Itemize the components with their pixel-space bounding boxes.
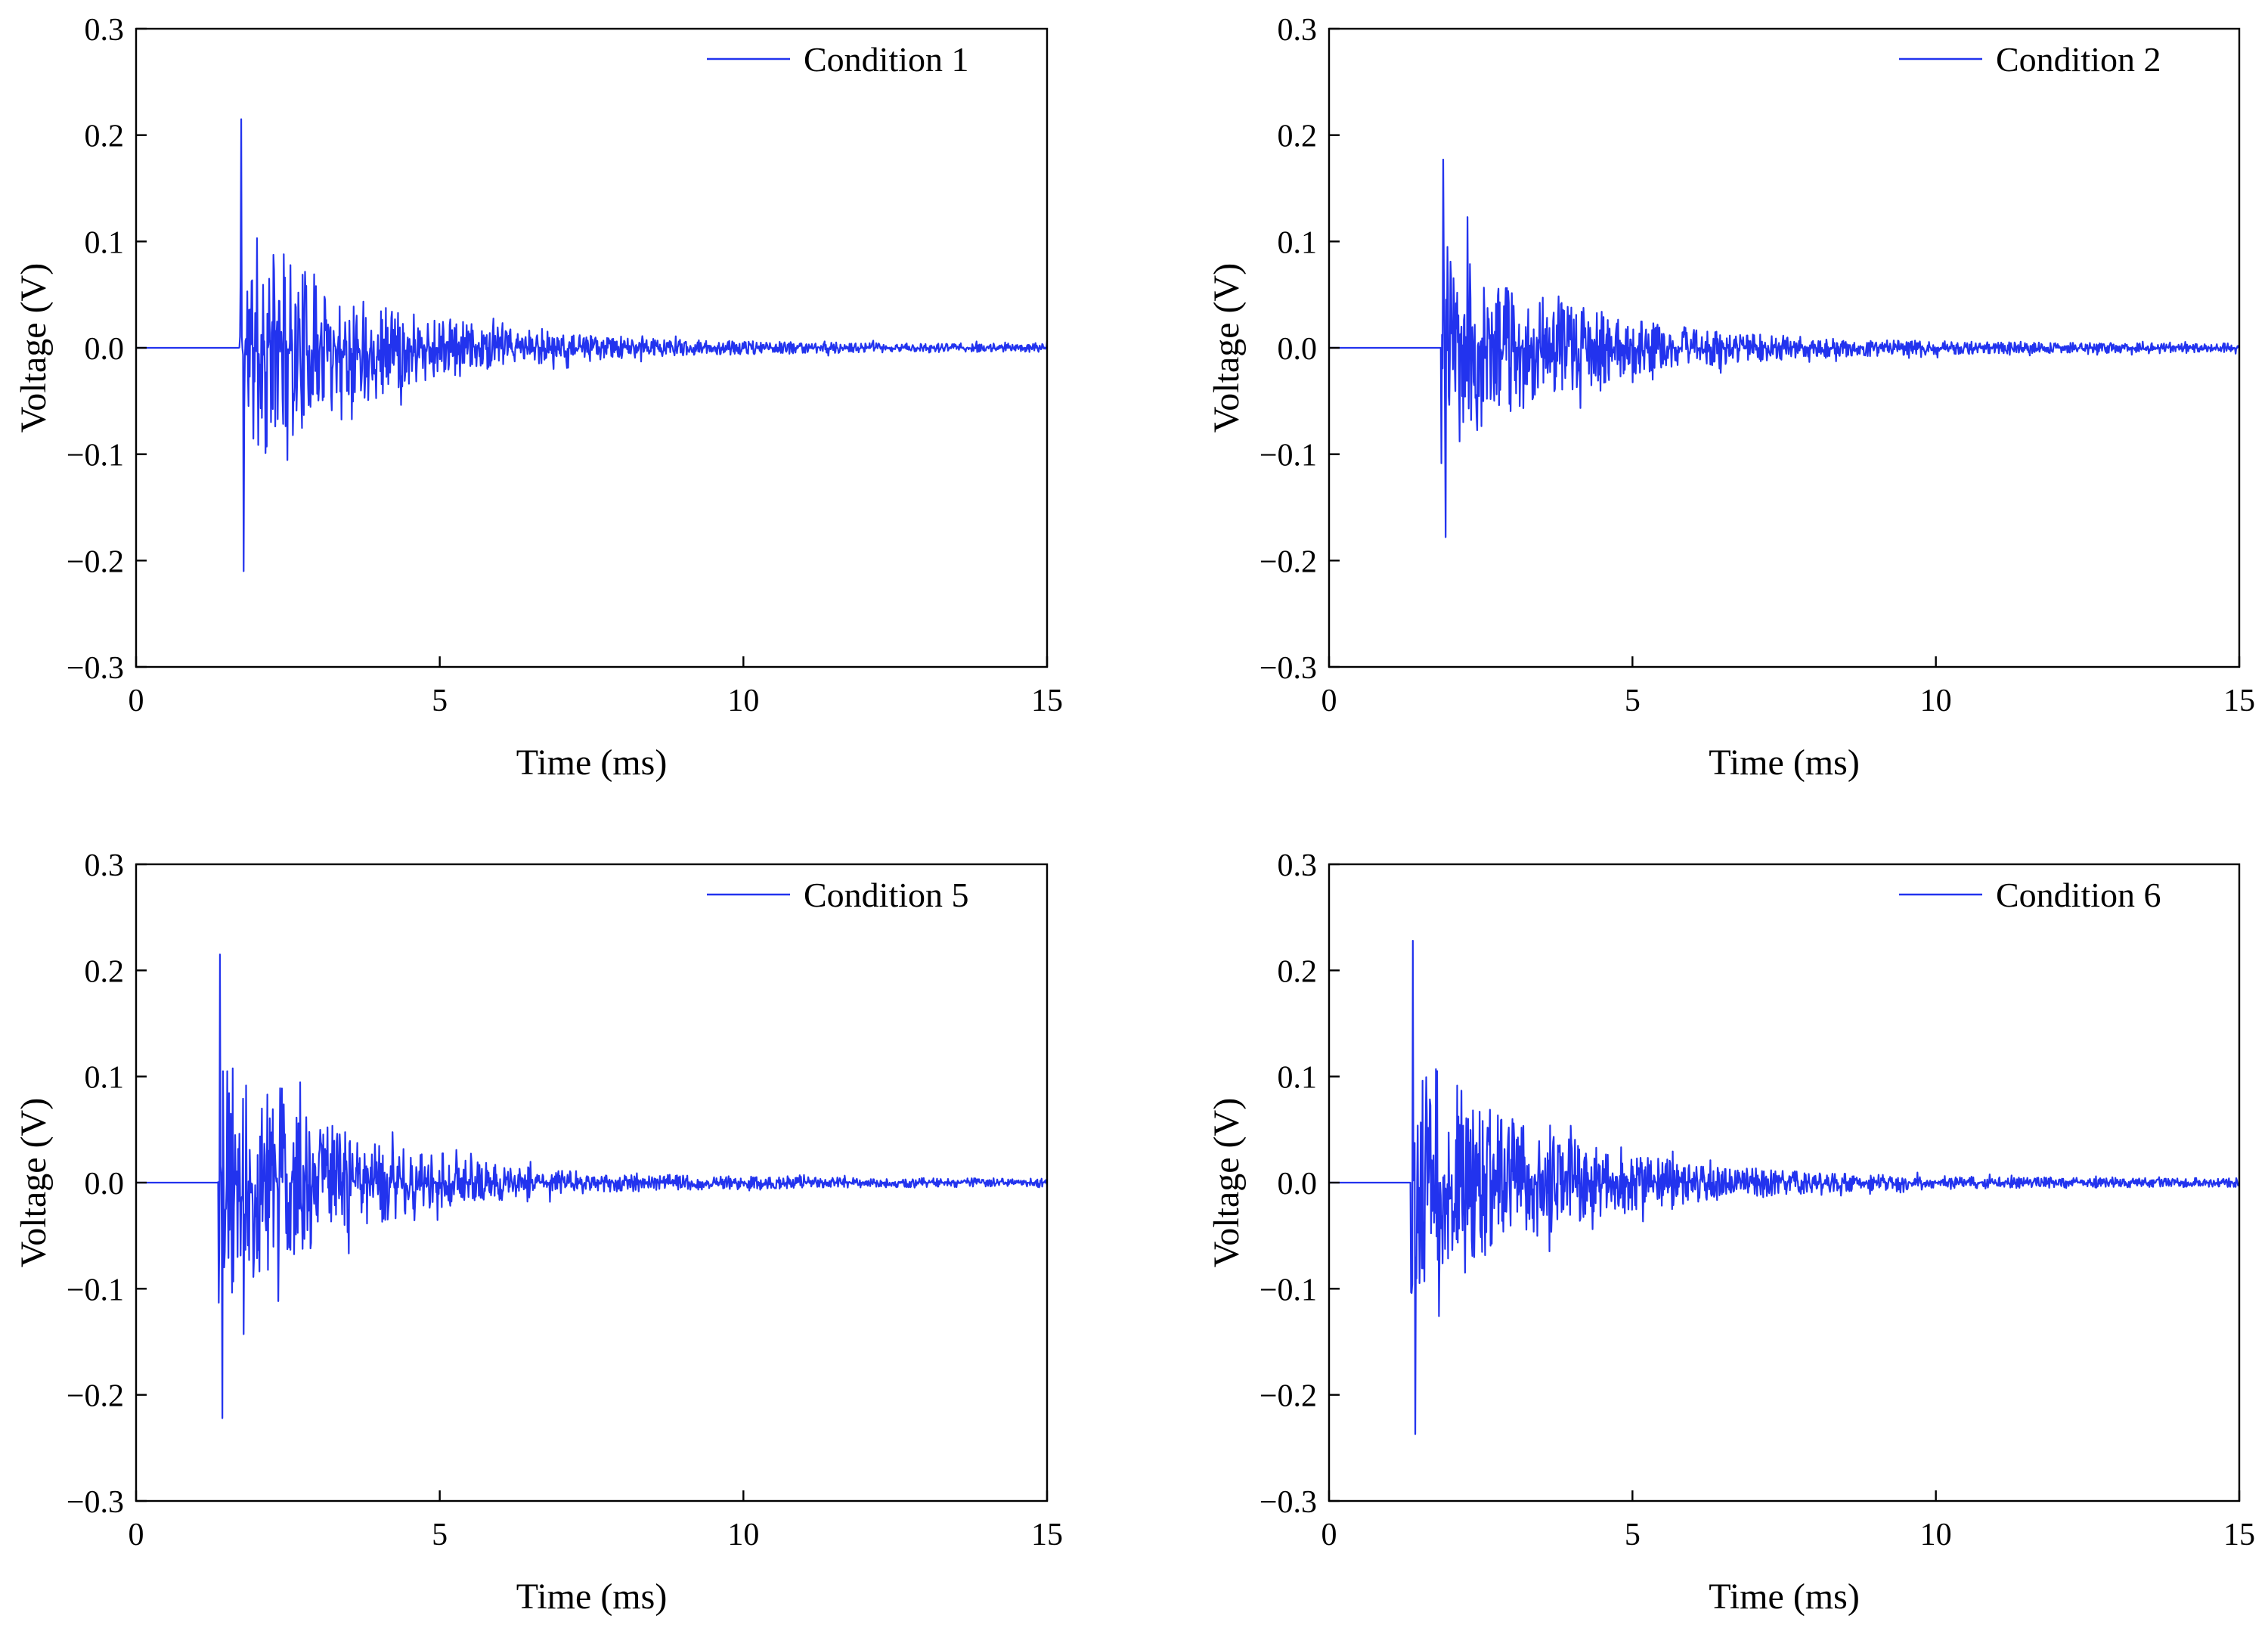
y-tick-label: 0.2 xyxy=(85,119,125,154)
y-tick-label: 0.2 xyxy=(1278,954,1318,989)
y-tick-label: −0.3 xyxy=(1259,651,1317,686)
x-axis-title: Time (ms) xyxy=(516,743,668,783)
y-tick-label: −0.3 xyxy=(1259,1485,1317,1520)
y-tick-label: 0.2 xyxy=(1278,119,1318,154)
y-tick-label: 0.1 xyxy=(85,225,125,260)
chart-panel-3: 0 5 10 15 −0.3 −0.2 −0.1 0.0 0.1 0.2 0.3 Time (ms) V… xyxy=(14,848,1063,1617)
y-tick-label: −0.2 xyxy=(67,1379,124,1414)
y-tick-label: −0.1 xyxy=(67,1273,124,1307)
y-tick-label: −0.2 xyxy=(1259,544,1317,579)
y-tick-label: −0.2 xyxy=(1259,1379,1317,1414)
x-tick-label: 5 xyxy=(1625,684,1641,718)
y-tick-label: −0.3 xyxy=(67,1485,124,1520)
x-tick-label: 15 xyxy=(2223,684,2255,718)
y-tick-label: 0.3 xyxy=(1278,848,1318,883)
legend-label: Condition 5 xyxy=(804,876,969,914)
x-tick-label: 15 xyxy=(2223,1518,2255,1552)
x-tick-label: 15 xyxy=(1031,684,1063,718)
x-axis-title: Time (ms) xyxy=(1709,1577,1860,1617)
y-axis-title: Voltage (V) xyxy=(14,1098,54,1267)
signal-line-2 xyxy=(1328,158,2241,538)
x-axis-title: Time (ms) xyxy=(516,1577,668,1617)
y-tick-label: 0.1 xyxy=(1278,1061,1318,1096)
y-tick-label: −0.1 xyxy=(67,439,124,473)
chart-panel-2: 0 5 10 15 −0.3 −0.2 −0.1 0.0 0.1 0.2 0.3 Time (ms) V… xyxy=(1207,13,2255,783)
signal-line-1 xyxy=(135,118,1049,572)
y-tick-label: −0.1 xyxy=(1259,439,1317,473)
x-tick-label: 10 xyxy=(727,684,759,718)
chart-panel-1: 0 5 10 15 −0.3 −0.2 −0.1 0.0 0.1 0.2 0.3 Time (ms) V… xyxy=(14,13,1063,783)
y-tick-label: 0.1 xyxy=(85,1061,125,1096)
x-tick-label: 0 xyxy=(1321,1518,1337,1552)
x-tick-label: 10 xyxy=(1920,1518,1952,1552)
x-tick-label: 10 xyxy=(1920,684,1952,718)
y-axis-title: Voltage (V) xyxy=(14,263,54,433)
x-tick-label: 0 xyxy=(129,1518,144,1552)
chart-panel-4: 0 5 10 15 −0.3 −0.2 −0.1 0.0 0.1 0.2 0.3 Time (ms) V… xyxy=(1207,848,2255,1617)
y-tick-label: 0.3 xyxy=(1278,13,1318,48)
x-tick-label: 15 xyxy=(1031,1518,1063,1552)
y-tick-label: 0.0 xyxy=(85,1167,125,1202)
y-tick-label: 0.0 xyxy=(1278,1167,1318,1202)
y-axis-title: Voltage (V) xyxy=(1207,263,1247,433)
x-tick-label: 0 xyxy=(1321,684,1337,718)
y-tick-label: −0.1 xyxy=(1259,1273,1317,1307)
legend-label: Condition 2 xyxy=(1996,40,2161,79)
y-tick-label: −0.3 xyxy=(67,651,124,686)
y-tick-label: 0.2 xyxy=(85,954,125,989)
x-tick-label: 0 xyxy=(129,684,144,718)
y-tick-label: 0.1 xyxy=(1278,225,1318,260)
signal-line-3 xyxy=(135,954,1049,1419)
x-axis-title: Time (ms) xyxy=(1709,743,1860,783)
x-tick-label: 5 xyxy=(432,684,448,718)
signal-line-4 xyxy=(1328,939,2241,1435)
x-tick-label: 5 xyxy=(432,1518,448,1552)
legend-label: Condition 6 xyxy=(1996,876,2161,914)
y-tick-label: 0.3 xyxy=(85,848,125,883)
x-tick-label: 5 xyxy=(1625,1518,1641,1552)
y-axis-title: Voltage (V) xyxy=(1207,1098,1247,1267)
x-tick-label: 10 xyxy=(727,1518,759,1552)
y-tick-label: 0.0 xyxy=(1278,332,1318,367)
y-tick-label: −0.2 xyxy=(67,544,124,579)
y-tick-label: 0.0 xyxy=(85,332,125,367)
y-tick-label: 0.3 xyxy=(85,13,125,48)
legend-label: Condition 1 xyxy=(804,40,969,79)
